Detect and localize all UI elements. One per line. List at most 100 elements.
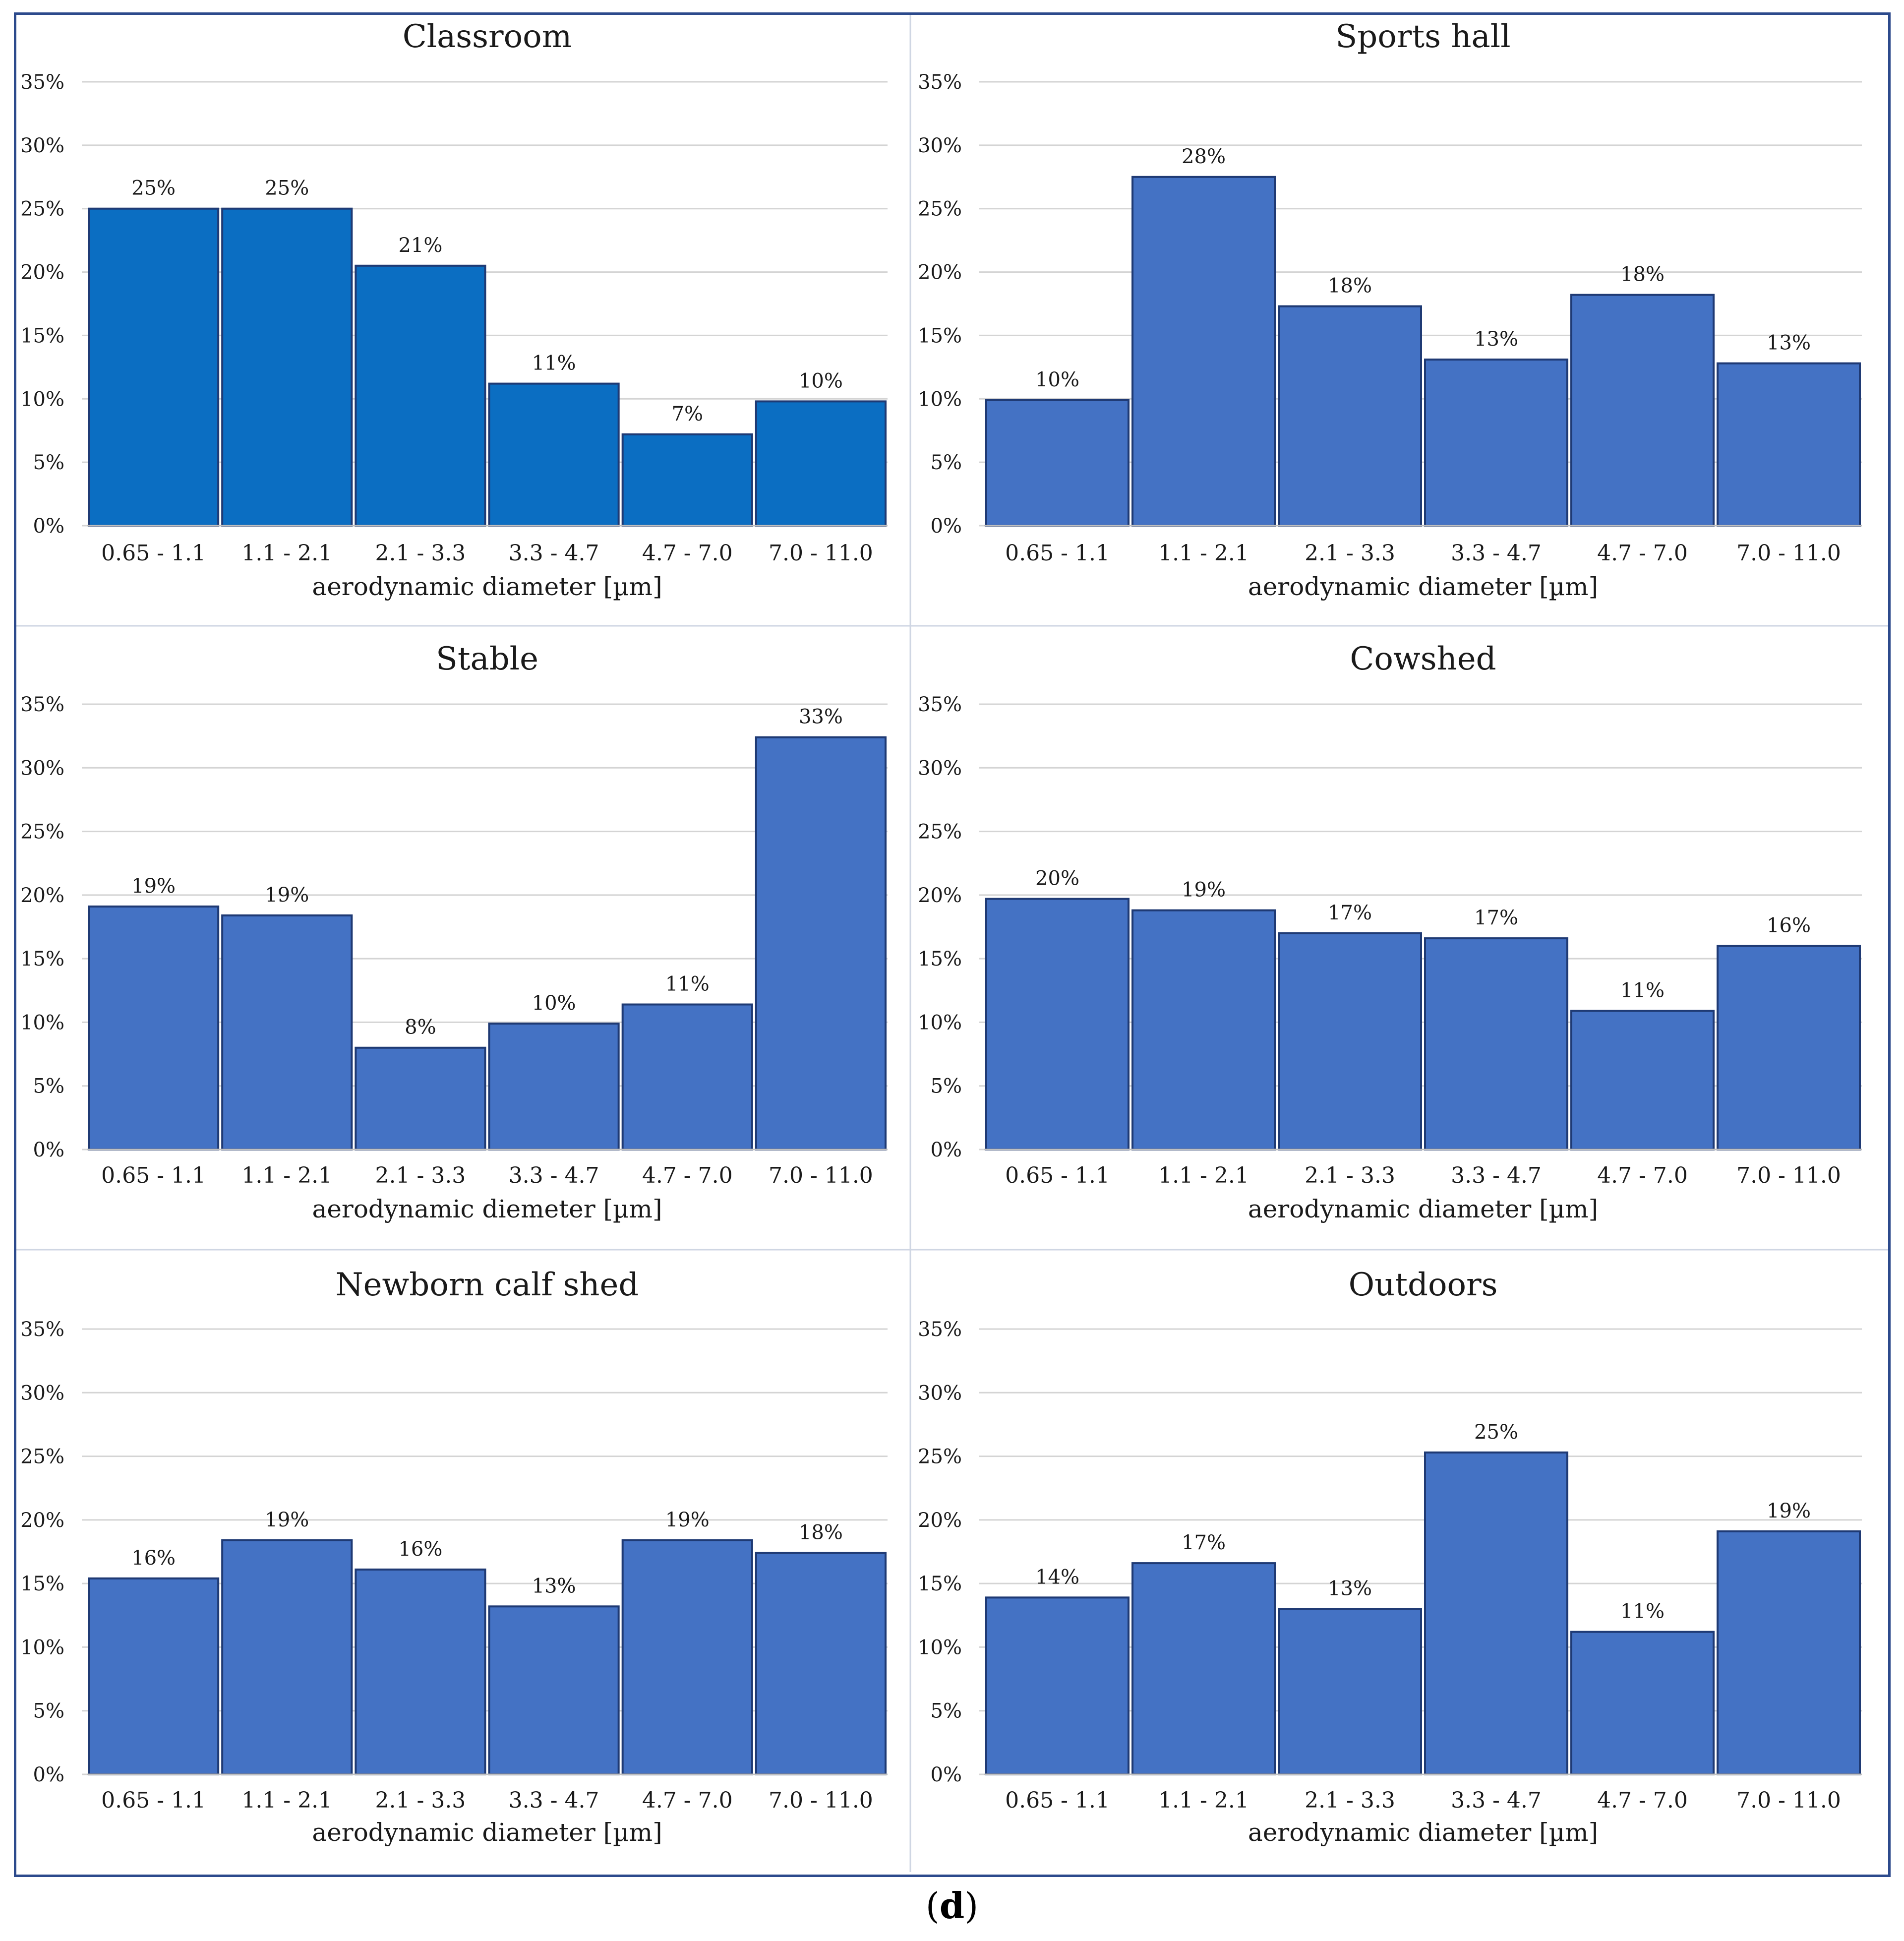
x-category-label: 4.7 - 7.0 bbox=[642, 541, 733, 566]
y-tick-label: 25% bbox=[20, 821, 64, 844]
bar bbox=[1717, 362, 1861, 527]
y-tick-label: 25% bbox=[918, 198, 962, 221]
x-category-label: 1.1 - 2.1 bbox=[1158, 1788, 1249, 1813]
x-category-label: 0.65 - 1.1 bbox=[1005, 1163, 1110, 1188]
x-category-label: 4.7 - 7.0 bbox=[1597, 541, 1688, 566]
x-axis-label: aerodynamic diameter [µm] bbox=[312, 1818, 662, 1847]
bar bbox=[755, 1552, 887, 1775]
x-category-label: 4.7 - 7.0 bbox=[642, 1163, 733, 1188]
x-category-label: 2.1 - 3.3 bbox=[375, 541, 466, 566]
data-label: 7% bbox=[672, 403, 703, 425]
figure-caption: (d) bbox=[0, 1884, 1904, 1927]
data-label: 25% bbox=[265, 177, 309, 200]
chart-panel: Sports hall 0% 5% 10% 15% 20% 25% 30% 35% 10% 0.65… bbox=[918, 18, 1862, 601]
bar bbox=[1570, 1631, 1715, 1775]
x-category-label: 7.0 - 11.0 bbox=[1736, 1788, 1841, 1813]
x-category-label: 3.3 - 4.7 bbox=[509, 1163, 599, 1188]
y-tick-label: 25% bbox=[20, 1446, 64, 1468]
bar bbox=[221, 207, 353, 527]
chart-panel: Outdoors 0% 5% 10% 15% 20% 25% 30% 35% 14% 0.65 - … bbox=[918, 1267, 1862, 1847]
x-category-label: 7.0 - 11.0 bbox=[769, 541, 873, 566]
chart-title: Newborn calf shed bbox=[336, 1267, 639, 1303]
x-axis-label: aerodynamic diameter [µm] bbox=[1248, 1195, 1598, 1223]
y-tick-label: 0% bbox=[33, 1139, 64, 1161]
bar bbox=[1424, 359, 1568, 527]
data-label: 18% bbox=[799, 1521, 843, 1544]
y-tick-label: 15% bbox=[918, 324, 962, 347]
data-label: 19% bbox=[265, 884, 309, 907]
y-tick-label: 30% bbox=[918, 757, 962, 780]
bar bbox=[1570, 294, 1715, 527]
y-tick-label: 30% bbox=[20, 757, 64, 780]
data-label: 13% bbox=[1328, 1577, 1372, 1600]
y-tick-label: 35% bbox=[20, 1318, 64, 1341]
y-tick-label: 35% bbox=[918, 1318, 962, 1341]
data-label: 16% bbox=[1767, 914, 1811, 937]
x-category-label: 3.3 - 4.7 bbox=[509, 1788, 599, 1813]
x-category-label: 2.1 - 3.3 bbox=[1305, 1788, 1395, 1813]
bar bbox=[1424, 937, 1568, 1151]
y-tick-label: 5% bbox=[33, 451, 64, 474]
data-label: 20% bbox=[1035, 867, 1079, 890]
y-tick-label: 10% bbox=[20, 1011, 64, 1034]
y-tick-label: 5% bbox=[931, 1700, 962, 1723]
x-category-label: 7.0 - 11.0 bbox=[1736, 541, 1841, 566]
bar bbox=[221, 914, 353, 1151]
chart-panel: Classroom 0% 5% 10% 15% 20% 25% 30% 35% 25% 0.65 -… bbox=[20, 18, 888, 601]
x-category-label: 0.65 - 1.1 bbox=[101, 1163, 206, 1188]
bar bbox=[621, 433, 753, 527]
data-label: 14% bbox=[1035, 1566, 1079, 1588]
y-tick-label: 0% bbox=[931, 1139, 962, 1161]
bar bbox=[621, 1003, 753, 1151]
x-axis-label: aerodynamic diameter [µm] bbox=[312, 572, 662, 601]
data-label: 19% bbox=[665, 1509, 710, 1531]
bar bbox=[355, 264, 486, 527]
bar bbox=[88, 1577, 220, 1775]
x-axis-label: aerodynamic diemeter [µm] bbox=[312, 1195, 662, 1223]
data-label: 19% bbox=[131, 875, 176, 898]
bar bbox=[221, 1539, 353, 1776]
bar bbox=[1278, 305, 1422, 527]
caption-letter: d bbox=[939, 1884, 965, 1927]
x-category-label: 2.1 - 3.3 bbox=[1305, 541, 1395, 566]
y-tick-label: 30% bbox=[918, 134, 962, 157]
y-tick-label: 15% bbox=[918, 1573, 962, 1595]
bar bbox=[488, 1605, 620, 1775]
y-tick-label: 0% bbox=[931, 515, 962, 538]
x-category-label: 1.1 - 2.1 bbox=[241, 1163, 332, 1188]
x-category-label: 0.65 - 1.1 bbox=[101, 541, 206, 566]
chart-panel: Stable 0% 5% 10% 15% 20% 25% 30% 35% 19% 0.65 - 1.… bbox=[20, 641, 888, 1223]
chart-panel: Cowshed 0% 5% 10% 15% 20% 25% 30% 35% 20% 0.65 - 1… bbox=[918, 641, 1862, 1223]
bar bbox=[88, 207, 220, 527]
chart-title: Classroom bbox=[403, 18, 572, 55]
data-label: 16% bbox=[131, 1547, 176, 1570]
bar bbox=[621, 1539, 753, 1776]
data-label: 16% bbox=[398, 1538, 442, 1561]
bar bbox=[1717, 945, 1861, 1151]
bar bbox=[985, 1596, 1130, 1775]
x-category-label: 4.7 - 7.0 bbox=[642, 1788, 733, 1813]
y-tick-label: 30% bbox=[20, 1382, 64, 1404]
x-category-label: 3.3 - 4.7 bbox=[509, 541, 599, 566]
x-category-label: 0.65 - 1.1 bbox=[101, 1788, 206, 1813]
x-axis-label: aerodynamic diameter [µm] bbox=[1248, 1818, 1598, 1847]
bar bbox=[1278, 932, 1422, 1151]
y-tick-label: 0% bbox=[931, 1763, 962, 1786]
y-tick-label: 35% bbox=[918, 693, 962, 716]
x-category-label: 1.1 - 2.1 bbox=[241, 541, 332, 566]
bar bbox=[755, 400, 887, 527]
chart-title: Cowshed bbox=[1350, 641, 1496, 677]
x-category-label: 7.0 - 11.0 bbox=[769, 1788, 873, 1813]
bar bbox=[1717, 1530, 1861, 1775]
x-category-label: 4.7 - 7.0 bbox=[1597, 1788, 1688, 1813]
bar bbox=[1131, 909, 1276, 1151]
chart-title: Outdoors bbox=[1349, 1267, 1498, 1303]
data-label: 25% bbox=[131, 177, 176, 200]
data-label: 17% bbox=[1328, 902, 1372, 924]
y-tick-label: 25% bbox=[918, 821, 962, 844]
data-label: 11% bbox=[1620, 1600, 1665, 1623]
x-category-label: 1.1 - 2.1 bbox=[241, 1788, 332, 1813]
y-tick-label: 30% bbox=[918, 1382, 962, 1404]
data-label: 8% bbox=[405, 1016, 436, 1039]
x-category-label: 4.7 - 7.0 bbox=[1597, 1163, 1688, 1188]
